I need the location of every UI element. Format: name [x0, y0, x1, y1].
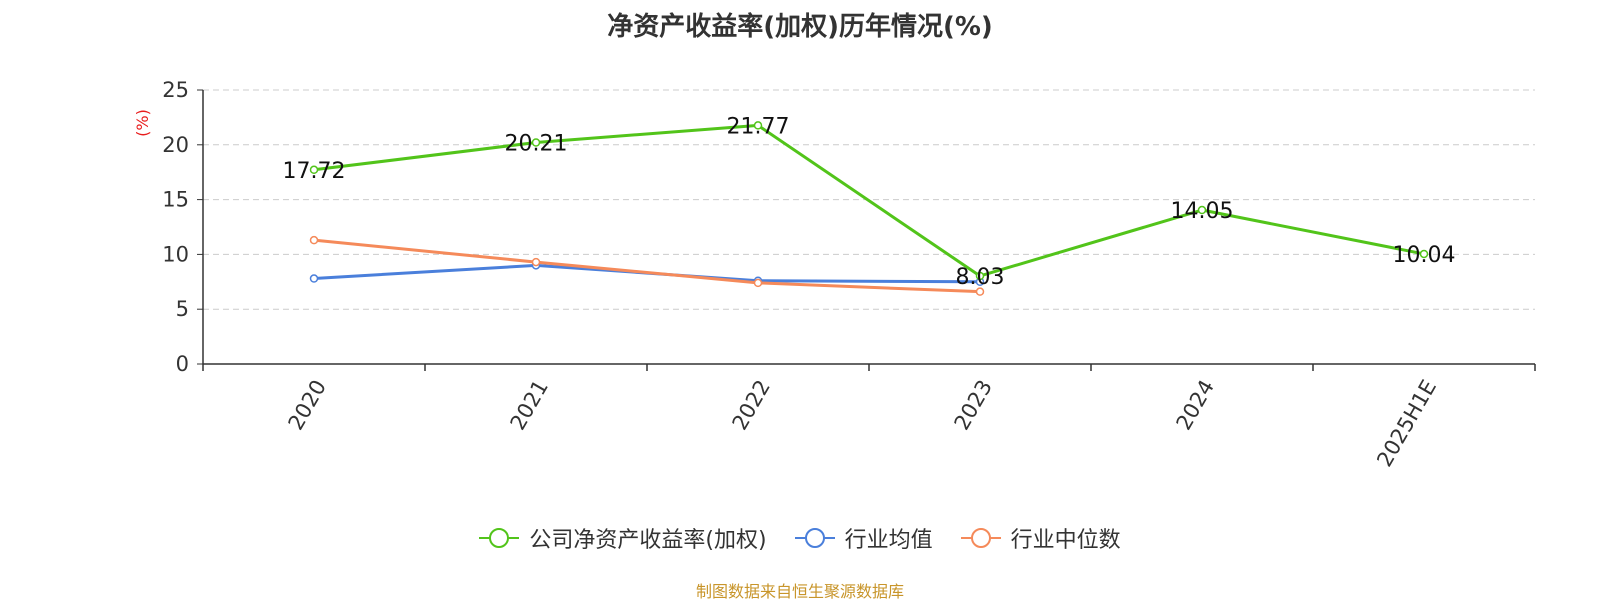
- legend: 公司净资产收益率(加权) 行业均值 行业中位数: [0, 522, 1600, 554]
- data-label: 8.03: [956, 265, 1005, 290]
- legend-item-industry-mean[interactable]: 行业均值: [794, 522, 933, 554]
- y-tick-label: 0: [176, 352, 189, 376]
- data-labels: 17.72 20.21 21.77 8.03 14.05 10.04: [283, 114, 1456, 290]
- y-tick-label: 5: [176, 297, 189, 321]
- x-tick-label: 2025H1E: [1372, 376, 1441, 471]
- data-source-note: 制图数据来自恒生聚源数据库: [695, 582, 904, 601]
- chart-title: 净资产收益率(加权)历年情况(%): [607, 12, 993, 42]
- legend-label: 行业均值: [844, 528, 933, 553]
- data-label: 21.77: [727, 114, 790, 139]
- data-label: 14.05: [1171, 199, 1234, 224]
- x-tick-label: 2022: [728, 376, 776, 434]
- data-point[interactable]: [531, 257, 541, 267]
- data-label: 10.04: [1393, 243, 1456, 268]
- y-tick-label: 25: [162, 78, 189, 102]
- data-label: 17.72: [283, 159, 346, 184]
- x-tick-label: 2023: [950, 376, 998, 434]
- y-tick-label: 20: [162, 133, 189, 157]
- y-tick-label: 15: [162, 188, 189, 212]
- legend-item-company-roe[interactable]: 公司净资产收益率(加权): [479, 522, 767, 554]
- data-point[interactable]: [753, 121, 763, 130]
- y-axis-title: (%): [133, 109, 152, 137]
- legend-label: 公司净资产收益率(加权): [529, 528, 767, 553]
- y-tick-label: 10: [162, 242, 189, 266]
- legend-item-industry-median[interactable]: 行业中位数: [960, 522, 1121, 554]
- data-point[interactable]: [309, 165, 319, 175]
- x-tick-label: 2024: [1172, 376, 1220, 434]
- legend-marker-icon: [794, 528, 835, 548]
- data-point[interactable]: [753, 278, 763, 288]
- data-point[interactable]: [975, 287, 985, 296]
- data-point[interactable]: [975, 271, 985, 281]
- legend-label: 行业中位数: [1010, 528, 1121, 553]
- x-tick-label: 2021: [506, 376, 554, 434]
- legend-marker-icon: [960, 528, 1001, 548]
- x-tick-label: 2020: [284, 376, 332, 434]
- series-line: [313, 238, 981, 294]
- data-point[interactable]: [1197, 205, 1207, 215]
- series-line: [313, 123, 1425, 278]
- data-point[interactable]: [1419, 249, 1429, 259]
- data-point[interactable]: [531, 138, 541, 147]
- data-label: 20.21: [505, 131, 568, 156]
- legend-marker-icon: [479, 528, 520, 548]
- data-point[interactable]: [309, 274, 319, 283]
- line-chart: (%) 0 5 10 15 20 25 2020 2021 2022 2023 2024 2025H1…: [133, 78, 1536, 471]
- data-point[interactable]: [309, 235, 319, 245]
- series: [309, 121, 1429, 296]
